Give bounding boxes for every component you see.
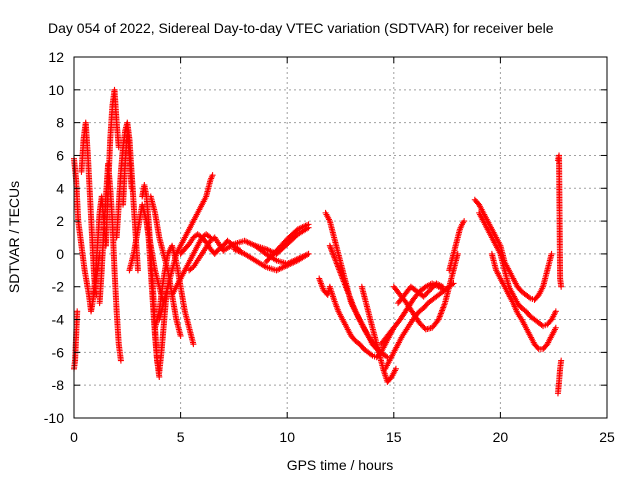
x-tick-label: 25	[599, 429, 615, 445]
data-point	[548, 250, 555, 257]
data-point	[425, 288, 432, 295]
y-tick-label: 4	[56, 180, 64, 196]
series-t5	[96, 160, 124, 364]
data-point	[420, 323, 427, 330]
data-point	[552, 308, 559, 315]
y-tick-label: 2	[56, 213, 64, 229]
series-t34	[554, 357, 565, 397]
series-t20	[262, 221, 312, 266]
data-points	[71, 86, 565, 397]
data-point	[424, 289, 431, 296]
data-point	[534, 344, 541, 351]
y-tick-labels: -10 -8 -6 -4 -2 0 2 4 6 8 10 12	[44, 49, 64, 426]
data-point	[416, 319, 423, 326]
data-point	[74, 308, 81, 315]
series-t3	[78, 119, 100, 298]
data-point	[392, 365, 399, 372]
data-point	[417, 321, 424, 328]
series-t2	[71, 308, 81, 372]
series-t12	[152, 242, 197, 348]
y-tick-label: -4	[52, 312, 65, 328]
y-axis-label: SDTVAR / TECUs	[6, 181, 22, 293]
data-point	[305, 250, 312, 257]
grid-lines	[74, 57, 607, 418]
data-point	[134, 267, 141, 274]
axis-ticks	[73, 56, 608, 419]
data-point	[383, 353, 390, 360]
series-t7	[120, 127, 135, 208]
series-t27	[390, 250, 461, 333]
y-tick-label: -6	[52, 344, 65, 360]
data-point	[439, 283, 446, 290]
data-point	[206, 233, 213, 240]
series-t13	[156, 172, 216, 323]
data-point	[428, 285, 435, 292]
series-t31	[476, 209, 559, 330]
data-point	[461, 218, 468, 225]
data-point	[209, 172, 216, 179]
data-point	[427, 287, 434, 294]
data-point	[430, 283, 437, 290]
data-point	[420, 293, 427, 300]
y-tick-label: -8	[52, 377, 65, 393]
x-tick-label: 0	[70, 429, 78, 445]
data-point	[177, 332, 184, 339]
data-point	[128, 185, 135, 192]
y-tick-label: 10	[48, 82, 64, 98]
series-t33	[554, 152, 565, 290]
x-tick-label: 15	[386, 429, 402, 445]
y-tick-label: 6	[56, 147, 64, 163]
data-point	[117, 357, 124, 364]
y-tick-label: -2	[52, 279, 65, 295]
data-point	[418, 322, 425, 329]
series-t32	[488, 250, 559, 353]
x-tick-label: 5	[177, 429, 185, 445]
data-point	[525, 294, 532, 301]
data-point	[423, 290, 430, 297]
data-point	[558, 283, 565, 290]
series-t22	[322, 209, 397, 356]
plot-frame	[73, 56, 608, 419]
data-point	[558, 357, 565, 364]
chart-title: Day 054 of 2022, Sidereal Day-to-day VTE…	[48, 20, 554, 36]
series-t21	[316, 275, 385, 361]
data-point	[429, 284, 436, 291]
data-point	[190, 341, 197, 348]
x-tick-label: 10	[279, 429, 295, 445]
x-tick-labels: 0 5 10 15 20 25	[70, 429, 615, 445]
y-tick-label: -10	[44, 410, 64, 426]
data-point	[421, 292, 428, 299]
data-point	[305, 221, 312, 228]
x-tick-label: 20	[493, 429, 509, 445]
data-point	[552, 324, 559, 331]
series-t28	[395, 280, 446, 307]
series-t23	[326, 242, 391, 361]
y-tick-label: 8	[56, 115, 64, 131]
series-t18	[230, 245, 312, 274]
series-t16	[186, 234, 227, 274]
y-tick-label: 12	[48, 49, 64, 65]
y-tick-label: 0	[56, 246, 64, 262]
data-point	[368, 351, 375, 358]
series-t29	[446, 218, 468, 274]
x-axis-label: GPS time / hours	[287, 457, 394, 473]
